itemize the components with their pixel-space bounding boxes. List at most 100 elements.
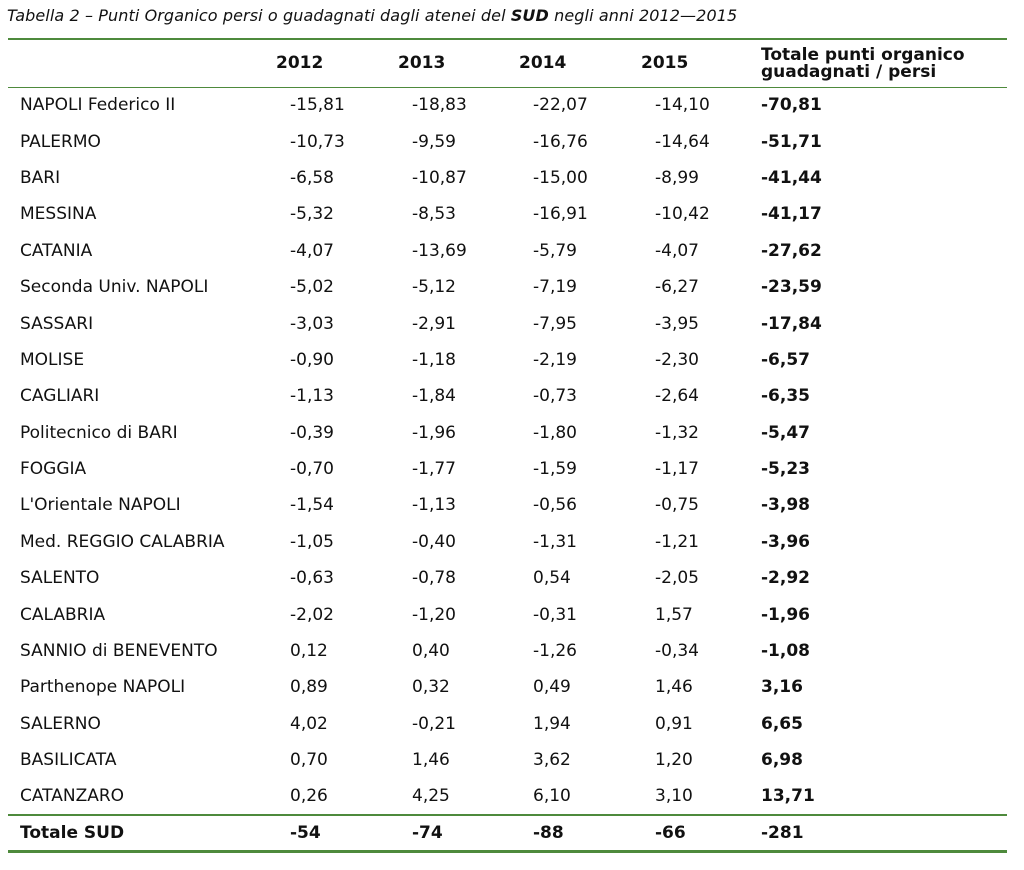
- cell-2014: -15,00: [533, 167, 588, 188]
- cell-university: CATANIA: [20, 240, 93, 261]
- cell-total: 3,16: [761, 677, 803, 698]
- cell-2015: -14,10: [655, 95, 710, 116]
- table-row: CATANZARO 0,26 4,25 6,10 3,10 13,71: [8, 778, 1007, 814]
- cell-2012: -10,73: [290, 131, 345, 152]
- table-row: Seconda Univ. NAPOLI -5,02 -5,12 -7,19 -6,27…: [8, 269, 1007, 305]
- cell-2015: 3,10: [655, 786, 693, 807]
- caption-bold-region: SUD: [510, 6, 549, 25]
- cell-university: SALERNO: [20, 713, 101, 734]
- cell-2012: -15,81: [290, 95, 345, 116]
- cell-total: -1,96: [761, 604, 810, 625]
- cell-2013: -0,78: [412, 568, 456, 589]
- caption-suffix: negli anni 2012—2015: [548, 6, 738, 25]
- cell-2014: -1,26: [533, 641, 577, 662]
- cell-2012: 0,12: [290, 641, 328, 662]
- cell-2012: 4,02: [290, 713, 328, 734]
- cell-2015: -1,32: [655, 422, 699, 443]
- cell-total: -51,71: [761, 131, 822, 152]
- cell-university: BASILICATA: [20, 750, 117, 771]
- cell-2014: -1,59: [533, 459, 577, 480]
- cell-2012: 0,70: [290, 750, 328, 771]
- cell-2015: -4,07: [655, 240, 699, 261]
- cell-2013: -10,87: [412, 167, 467, 188]
- cell-2013: 4,25: [412, 786, 450, 807]
- table-row: NAPOLI Federico II -15,81 -18,83 -22,07 -14,…: [8, 87, 1007, 123]
- table-row: BASILICATA 0,70 1,46 3,62 1,20 6,98: [8, 742, 1007, 778]
- cell-2014: 1,94: [533, 713, 571, 734]
- cell-total: 6,65: [761, 713, 803, 734]
- cell-total: -23,59: [761, 277, 822, 298]
- cell-2012: -0,70: [290, 459, 334, 480]
- table-row: FOGGIA -0,70 -1,77 -1,59 -1,17 -5,23: [8, 451, 1007, 487]
- data-table: 2012 2013 2014 2015 Totale punti organic…: [8, 38, 1007, 854]
- cell-2012: -0,39: [290, 422, 334, 443]
- cell-2014: 3,62: [533, 750, 571, 771]
- cell-2013: -1,18: [412, 349, 456, 370]
- table-row: CATANIA -4,07 -13,69 -5,79 -4,07 -27,62: [8, 233, 1007, 269]
- cell-2015: -2,05: [655, 568, 699, 589]
- table-row: PALERMO -10,73 -9,59 -16,76 -14,64 -51,71: [8, 123, 1007, 159]
- caption-prefix: Tabella 2 – Punti Organico persi o guada…: [7, 6, 511, 25]
- cell-total: -6,57: [761, 349, 810, 370]
- cell-university: Med. REGGIO CALABRIA: [20, 531, 225, 552]
- table-row: Politecnico di BARI -0,39 -1,96 -1,80 -1,32 -…: [8, 415, 1007, 451]
- cell-2014: -0,31: [533, 604, 577, 625]
- table-footer: Totale SUD -54 -74 -88 -66 -281: [8, 813, 1007, 854]
- cell-total: -5,23: [761, 459, 810, 480]
- cell-2013: -0,40: [412, 531, 456, 552]
- cell-2013: -2,91: [412, 313, 456, 334]
- table-row: SALERNO 4,02 -0,21 1,94 0,91 6,65: [8, 706, 1007, 742]
- cell-2012: -3,03: [290, 313, 334, 334]
- cell-2015: -14,64: [655, 131, 710, 152]
- cell-2013: -1,84: [412, 386, 456, 407]
- table-caption: Tabella 2 – Punti Organico persi o guada…: [7, 6, 737, 25]
- cell-2012: -1,05: [290, 531, 334, 552]
- cell-2013: -1,20: [412, 604, 456, 625]
- cell-2015: 1,20: [655, 750, 693, 771]
- cell-2014: -7,95: [533, 313, 577, 334]
- header-2014: 2014: [507, 38, 629, 88]
- cell-2015: -2,30: [655, 349, 699, 370]
- cell-2012: -0,63: [290, 568, 334, 589]
- cell-2012: -4,07: [290, 240, 334, 261]
- table-row: L'Orientale NAPOLI -1,54 -1,13 -0,56 -0,75 -3…: [8, 487, 1007, 523]
- cell-2013: -0,21: [412, 713, 456, 734]
- cell-2012: -1,54: [290, 495, 334, 516]
- header-total-line1: Totale punti organico: [761, 45, 965, 66]
- table-row: Parthenope NAPOLI 0,89 0,32 0,49 1,46 3,16: [8, 669, 1007, 705]
- cell-2013: -18,83: [412, 95, 467, 116]
- cell-total: -1,08: [761, 641, 810, 662]
- cell-university: CAGLIARI: [20, 386, 100, 407]
- cell-university: SALENTO: [20, 568, 100, 589]
- table-row: CAGLIARI -1,13 -1,84 -0,73 -2,64 -6,35: [8, 378, 1007, 414]
- header-total: Totale punti organico guadagnati / persi: [749, 38, 1007, 88]
- table-row: SANNIO di BENEVENTO 0,12 0,40 -1,26 -0,34 -1,…: [8, 633, 1007, 669]
- cell-2013: 0,40: [412, 641, 450, 662]
- cell-2012: -0,90: [290, 349, 334, 370]
- footer-2013: -74: [386, 813, 507, 854]
- cell-2013: -1,13: [412, 495, 456, 516]
- cell-2012: 0,26: [290, 786, 328, 807]
- cell-total: -3,96: [761, 531, 810, 552]
- table-header: 2012 2013 2014 2015 Totale punti organic…: [8, 38, 1007, 88]
- table-row: MESSINA -5,32 -8,53 -16,91 -10,42 -41,17: [8, 196, 1007, 232]
- cell-total: -6,35: [761, 386, 810, 407]
- cell-total: -17,84: [761, 313, 822, 334]
- cell-2013: -1,96: [412, 422, 456, 443]
- cell-2013: -9,59: [412, 131, 456, 152]
- cell-2014: -1,80: [533, 422, 577, 443]
- table-body: NAPOLI Federico II -15,81 -18,83 -22,07 -14,…: [8, 87, 1007, 815]
- cell-university: NAPOLI Federico II: [20, 95, 176, 116]
- footer-2012: -54: [264, 813, 386, 854]
- header-university: [8, 38, 264, 88]
- cell-2014: -0,73: [533, 386, 577, 407]
- cell-2015: -0,75: [655, 495, 699, 516]
- cell-university: L'Orientale NAPOLI: [20, 495, 181, 516]
- header-2012: 2012: [264, 38, 386, 88]
- cell-total: -27,62: [761, 240, 822, 261]
- cell-2015: -1,21: [655, 531, 699, 552]
- cell-2012: -5,02: [290, 277, 334, 298]
- cell-2015: -2,64: [655, 386, 699, 407]
- cell-total: -5,47: [761, 422, 810, 443]
- footer-total: -281: [749, 813, 1007, 854]
